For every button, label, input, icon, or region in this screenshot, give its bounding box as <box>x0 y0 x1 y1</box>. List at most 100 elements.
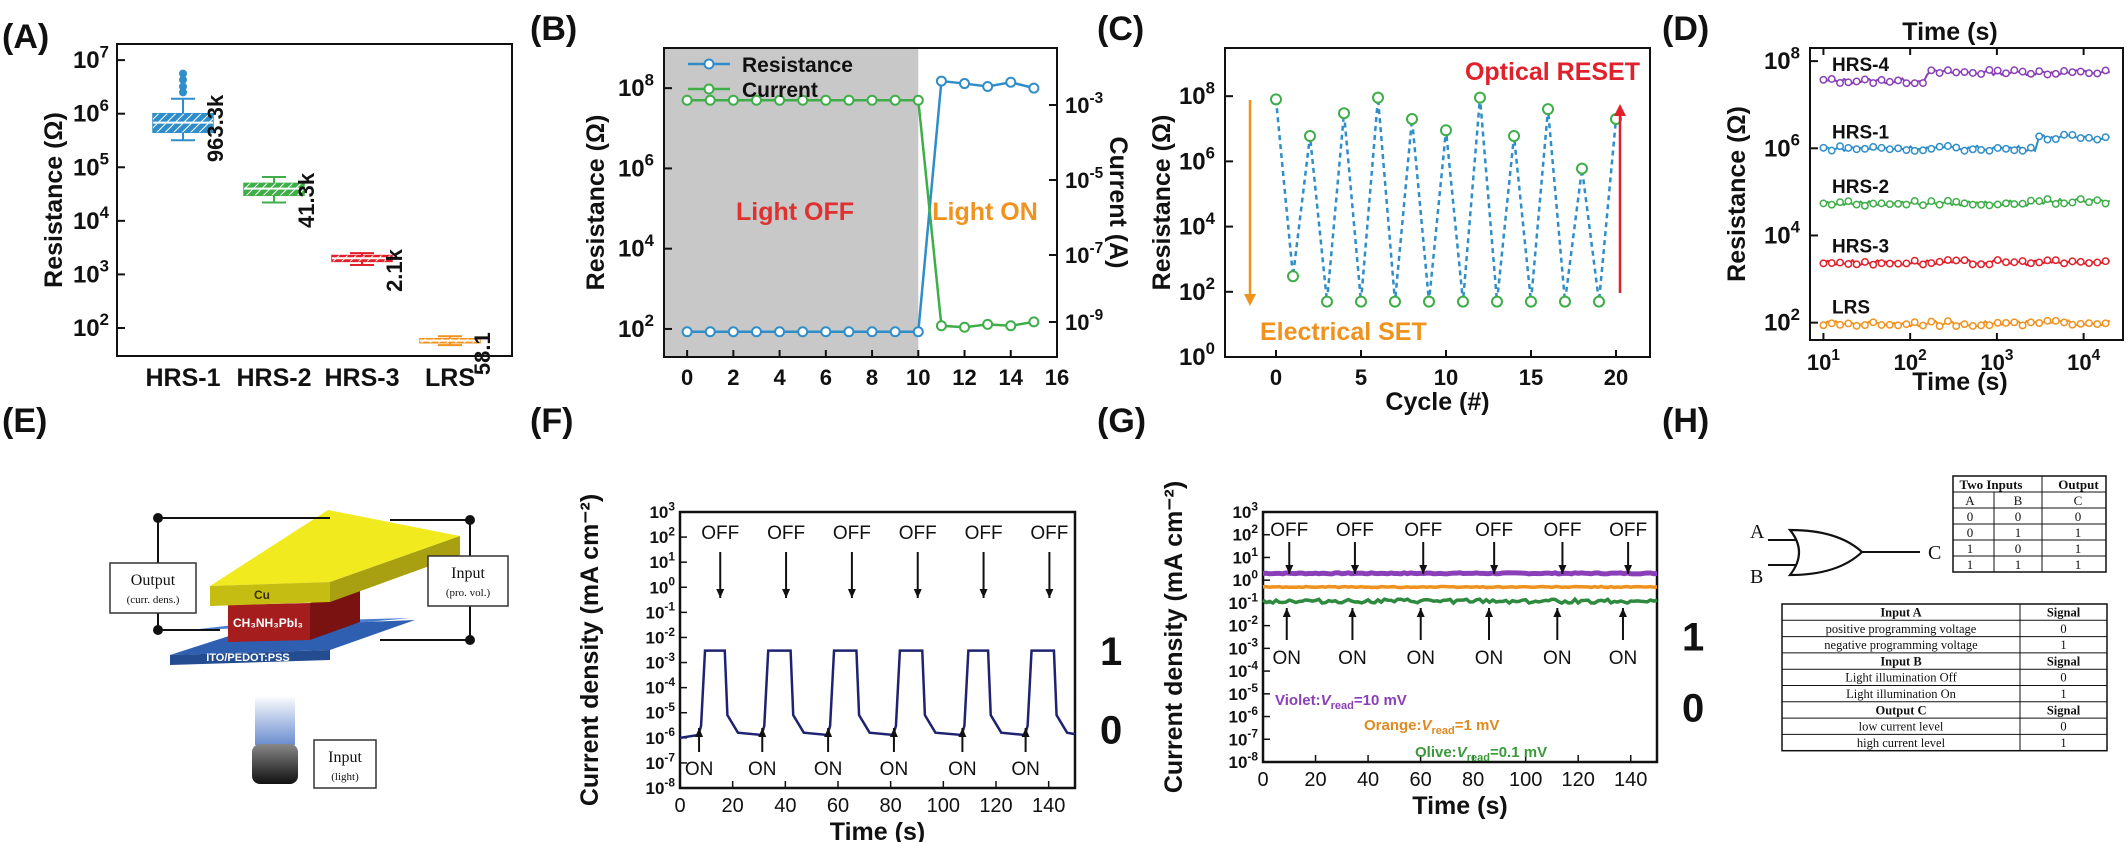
chart-b-resistance-current: 102 104 106 108 10-3 10-5 10-7 10-9 0 2 4 6 8 10 12 14 1… <box>582 47 1132 390</box>
signal-description: negative programming voltage <box>1824 638 1978 652</box>
data-point <box>704 326 716 338</box>
data-point <box>774 94 786 106</box>
y-tick-label: 102 <box>618 311 654 343</box>
data-point <box>1819 321 1828 330</box>
on-label: ON <box>814 759 843 780</box>
data-point <box>1844 78 1853 87</box>
state-one-label: 1 <box>1100 630 1122 674</box>
data-point <box>1005 76 1017 88</box>
data-point <box>2076 319 2085 328</box>
y-tick-label: 102 <box>1764 305 1800 337</box>
signal-header: Signal <box>2047 606 2081 620</box>
data-point <box>2051 135 2060 144</box>
data-point <box>2026 259 2035 268</box>
outlier-point <box>179 69 187 78</box>
x-tick-label: 0 <box>1257 769 1268 791</box>
data-point <box>889 326 901 338</box>
data-point <box>1985 321 1994 330</box>
output-box-label: Output <box>131 572 176 589</box>
signal-section-title: Input B <box>1880 654 1921 668</box>
data-point <box>2018 67 2027 76</box>
data-point <box>1968 69 1977 77</box>
y-axis-label: Resistance (Ω) <box>1148 115 1176 291</box>
data-point <box>1935 142 1944 151</box>
signal-description: low current level <box>1859 720 1944 734</box>
state-zero-label: 0 <box>1100 708 1122 752</box>
or-gate: A B C <box>1750 521 1941 588</box>
y-tick-label: 100 <box>649 575 675 598</box>
data-point <box>1960 199 1969 208</box>
y-tick-label: 10-2 <box>1229 613 1259 636</box>
data-point <box>1993 200 2002 209</box>
off-arrow-head <box>1624 565 1633 574</box>
light-on-label: Light ON <box>932 198 1038 226</box>
x-tick-label: 20 <box>722 795 744 817</box>
data-point <box>1935 200 1944 209</box>
data-point <box>1844 143 1853 152</box>
signal-description: Light illumination Off <box>1845 671 1957 685</box>
x-tick-label: 20 <box>1604 365 1628 390</box>
data-point <box>1902 79 1911 88</box>
vread-label: Violet:Vread=10 mV <box>1275 692 1407 712</box>
off-label: OFF <box>701 523 739 544</box>
value-label: 58.1 <box>470 332 495 375</box>
data-point <box>2093 69 2102 78</box>
data-point <box>1869 79 1878 88</box>
input-light-sub: (light) <box>331 771 359 783</box>
data-point <box>1877 321 1886 329</box>
data-point <box>2010 146 2019 155</box>
x-tick-label: 40 <box>774 795 796 817</box>
on-arrow-head <box>758 728 767 737</box>
gate-input-a: A <box>1750 521 1765 543</box>
off-label: OFF <box>899 523 937 544</box>
x-tick-label: 100 <box>927 795 960 817</box>
off-label: OFF <box>1336 520 1374 541</box>
substrate-label: ITO/PEDOT:PSS <box>206 652 290 664</box>
data-point <box>2010 258 2019 267</box>
y2-tick-label: 10-3 <box>1065 90 1103 118</box>
data-point <box>959 78 971 90</box>
data-point <box>1902 320 1911 329</box>
data-point <box>1355 295 1367 308</box>
data-point <box>1819 143 1828 152</box>
data-point <box>2018 257 2027 265</box>
on-arrow-head <box>695 728 704 737</box>
electrical-set-label: Electrical SET <box>1260 318 1427 346</box>
y-tick-label: 10-5 <box>646 700 676 723</box>
off-arrow-head <box>1490 565 1499 574</box>
data-point <box>1885 145 1894 154</box>
or-gate-icon <box>1787 528 1864 577</box>
x-tick-label: 10 <box>906 365 930 390</box>
y-tick-label: 10-4 <box>1229 658 1259 681</box>
on-arrow-head <box>889 728 898 737</box>
y-tick-label: 107 <box>73 42 109 74</box>
data-point <box>727 94 739 106</box>
y-tick-label: 10-6 <box>646 725 676 748</box>
x-tick-label: 80 <box>880 795 902 817</box>
data-point <box>1406 112 1418 125</box>
y-tick-label: 106 <box>1179 144 1215 176</box>
x-tick-label: 80 <box>1462 769 1484 791</box>
y2-tick-label: 10-9 <box>1065 307 1103 335</box>
data-point <box>2051 256 2060 265</box>
data-point <box>1005 320 1017 332</box>
data-point <box>866 94 878 106</box>
vread-label: Olive:Vread=0.1 mV <box>1415 744 1547 764</box>
data-point <box>1960 68 1969 76</box>
data-point <box>2010 200 2019 209</box>
data-point <box>2002 199 2010 208</box>
truth-cell: 0 <box>2015 509 2022 524</box>
data-point <box>2043 256 2052 265</box>
data-point <box>1423 295 1435 308</box>
data-point <box>1491 295 1503 308</box>
data-point <box>1910 318 1919 327</box>
input-light-box <box>313 739 377 789</box>
data-point <box>750 94 762 106</box>
data-point <box>2060 259 2069 268</box>
off-label: OFF <box>1270 520 1308 541</box>
signal-value: 1 <box>2060 687 2066 701</box>
truth-cell: 1 <box>2015 557 2022 572</box>
y-tick-label: 106 <box>1764 130 1800 162</box>
